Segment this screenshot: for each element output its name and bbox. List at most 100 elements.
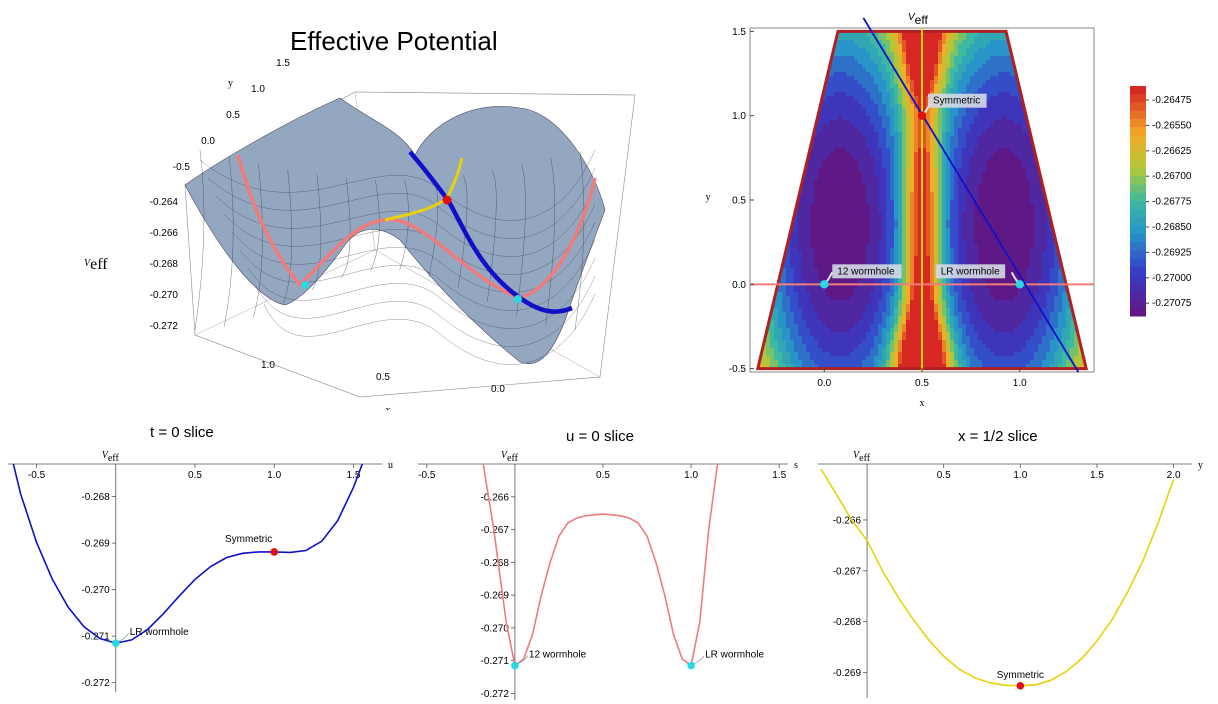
mesh-line xyxy=(574,151,585,330)
y-tick-label: 0.0 xyxy=(732,280,746,291)
x-tick-label: -0.5 xyxy=(418,470,436,481)
y-tick-label: 0.5 xyxy=(732,196,746,207)
x-tick-label: 0.5 xyxy=(596,470,610,481)
slice-title-u0: u = 0 slice xyxy=(566,428,634,445)
legend-swatch xyxy=(1130,258,1146,268)
y-tick-label: -0.268 xyxy=(81,492,110,503)
legend-swatch xyxy=(1130,307,1146,317)
surface-plot-canvas: -0.264 -0.266 -0.268 -0.270 -0.272 -0.5 0.0 0.5… xyxy=(84,58,636,410)
y-tick-label: -0.5 xyxy=(729,364,747,375)
y-tick-label: -0.269 xyxy=(833,668,862,679)
label-leader xyxy=(693,655,705,664)
z-tick-label: -0.268 xyxy=(150,259,179,270)
legend-value: -0.26775 xyxy=(1152,197,1192,208)
x-tick-label: 1.0 xyxy=(684,470,698,481)
annotation-label: Symmetric xyxy=(933,96,980,107)
region-boundary xyxy=(755,29,1089,371)
y-tick-label: 1.5 xyxy=(276,58,290,69)
x-tick-label: 1.5 xyxy=(1090,470,1104,481)
x-tick-label: 2.0 xyxy=(1167,470,1181,481)
mesh-line xyxy=(224,157,234,327)
y-tick-label: -0.267 xyxy=(481,525,510,536)
legend-swatch xyxy=(1130,176,1146,186)
z-axis-label: Veff xyxy=(84,256,108,273)
point-label: Symmetric xyxy=(225,534,272,545)
y-tick-label: -0.267 xyxy=(833,566,862,577)
legend-swatch xyxy=(1130,225,1146,235)
y-tick-label: -0.270 xyxy=(481,623,510,634)
legend-swatch xyxy=(1130,274,1146,284)
data-point xyxy=(687,661,695,670)
y-axis-label: Veff xyxy=(501,450,519,464)
z-tick-label: -0.272 xyxy=(150,321,179,332)
annotation-box xyxy=(928,93,987,108)
legend-swatch xyxy=(1130,102,1146,112)
x-tick-label: 1.5 xyxy=(347,470,361,481)
x-axis-label: y xyxy=(1198,460,1203,471)
y-tick-label: -0.266 xyxy=(481,492,510,503)
legend-swatch xyxy=(1130,283,1146,292)
blue-line xyxy=(862,17,1080,373)
x-axis-label: u xyxy=(388,460,393,471)
y-tick-label: -0.269 xyxy=(81,539,110,550)
mesh-line xyxy=(282,169,292,305)
mesh-line xyxy=(311,174,322,291)
legend-swatch xyxy=(1130,94,1146,103)
x-tick-label: 1.0 xyxy=(267,470,281,481)
box-edge xyxy=(184,94,636,398)
potential-surface xyxy=(184,97,606,364)
mesh-line xyxy=(487,170,497,302)
legend-swatch xyxy=(1130,266,1146,276)
y-tick-label: -0.272 xyxy=(81,678,110,689)
contour-plot-panel: Symmetric 12 wormhole LR wormhole 0.0 0.5 1.0… xyxy=(680,0,1218,420)
slice-title-xhalf: x = 1/2 slice xyxy=(958,428,1038,445)
legend-swatch xyxy=(1130,86,1146,95)
legend-value: -0.26625 xyxy=(1152,146,1192,157)
legend-swatch xyxy=(1130,201,1146,210)
slice-panel-u0: u = 0 slice -0.5 0.5 1.0 1.5 -0.266 -0.267 -0.… xyxy=(410,420,810,704)
legend-swatch xyxy=(1130,159,1146,169)
blue-curve xyxy=(408,150,573,314)
surface-plot-panel: Effective Potential -0.264 -0.266 -0.268 -0… xyxy=(0,0,650,410)
y-axis-label: Veff xyxy=(102,450,120,464)
contour-title: Veff xyxy=(908,12,928,27)
label-leader xyxy=(118,632,130,642)
legend-swatch xyxy=(1130,250,1146,259)
legend-swatch xyxy=(1130,143,1146,153)
annotation-box xyxy=(935,264,1006,279)
y-tick-label: -0.270 xyxy=(81,585,110,596)
legend-swatch xyxy=(1130,135,1146,144)
mesh-line xyxy=(253,163,263,318)
legend-swatch xyxy=(1130,242,1146,251)
legend-swatch xyxy=(1130,217,1146,227)
mesh-line xyxy=(194,149,205,331)
point-label: 12 wormhole xyxy=(529,650,587,661)
y-axis-label: y xyxy=(706,192,711,203)
legend-value: -0.26475 xyxy=(1152,95,1192,106)
x-tick-label: 0.5 xyxy=(188,470,202,481)
y-tick-label: 0.0 xyxy=(201,136,215,147)
data-point xyxy=(511,661,519,670)
x-tick-label: 0.5 xyxy=(915,378,929,389)
point-label: Symmetric xyxy=(997,670,1044,681)
y-axis-label: y xyxy=(228,78,233,89)
legend-value: -0.26550 xyxy=(1152,120,1192,131)
legend-swatch xyxy=(1130,151,1146,161)
mesh-line xyxy=(370,179,380,272)
point-label: LR wormhole xyxy=(705,650,764,661)
series-line xyxy=(482,464,719,668)
annotation-label: LR wormhole xyxy=(941,266,1000,277)
surface-plot-title: Effective Potential xyxy=(290,26,498,56)
contour-point xyxy=(917,111,927,120)
x-tick-label: 0.5 xyxy=(376,372,390,383)
slice-panel-xhalf: x = 1/2 slice 0.5 1.0 1.5 2.0 -0.266 -0.267 -0… xyxy=(810,420,1218,704)
legend-swatch xyxy=(1130,110,1146,120)
symmetric-point xyxy=(442,195,452,205)
y-tick-label: 1.0 xyxy=(732,111,746,122)
z-tick-label: -0.266 xyxy=(150,228,179,239)
y-tick-label: -0.5 xyxy=(173,162,191,173)
x-tick-label: 1.0 xyxy=(1013,470,1027,481)
data-point xyxy=(111,639,120,647)
legend-swatch xyxy=(1130,127,1146,136)
x-tick-label: 0.0 xyxy=(817,378,831,389)
